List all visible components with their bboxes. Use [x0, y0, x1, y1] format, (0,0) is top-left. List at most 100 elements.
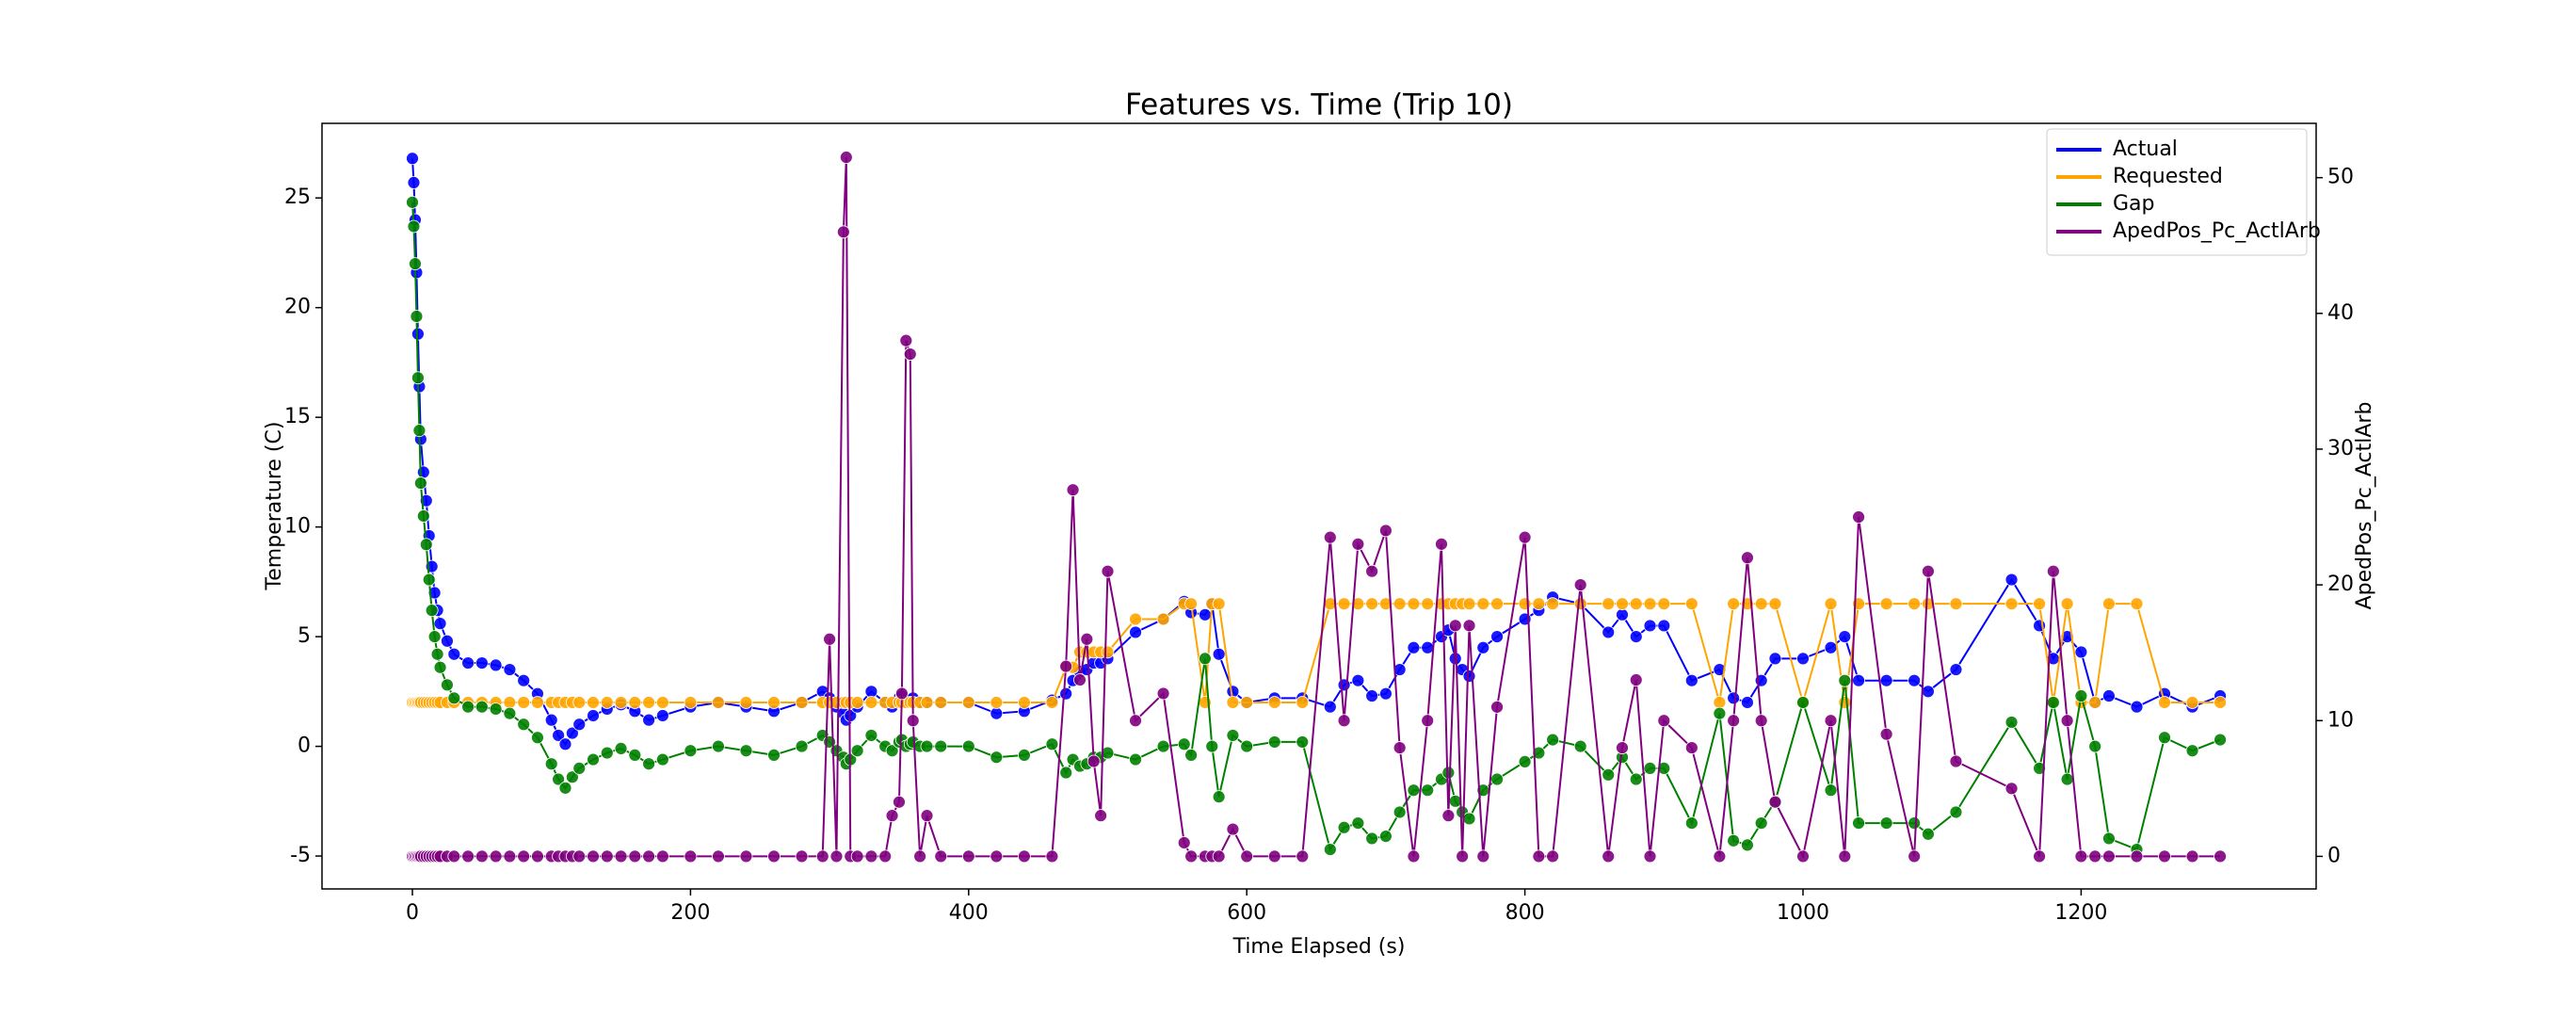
data-point	[1094, 809, 1108, 823]
data-point	[961, 696, 975, 709]
data-point	[412, 424, 427, 438]
data-point	[407, 219, 421, 234]
data-point	[864, 696, 878, 709]
data-point	[1629, 597, 1643, 611]
chart-title: Features vs. Time (Trip 10)	[1125, 89, 1513, 122]
data-point	[441, 634, 454, 648]
data-point	[739, 849, 753, 864]
data-point	[422, 573, 436, 587]
data-point	[572, 696, 587, 709]
data-point	[1129, 714, 1142, 728]
data-point	[990, 706, 1004, 720]
y-axis-label: Temperature (C)	[263, 422, 286, 591]
y2-tick-label: 50	[2327, 166, 2354, 189]
data-point	[1212, 849, 1226, 864]
data-point	[1184, 597, 1199, 611]
data-point	[1824, 714, 1838, 728]
data-point	[1879, 673, 1893, 687]
data-point	[1908, 816, 1922, 831]
y2-tick-label: 10	[2327, 708, 2354, 732]
data-point	[712, 739, 725, 753]
data-point	[864, 849, 878, 864]
data-point	[1351, 673, 1365, 687]
data-point	[2102, 597, 2116, 611]
data-point	[2102, 849, 2116, 864]
data-point	[934, 739, 948, 753]
data-point	[1713, 663, 1727, 676]
data-point	[411, 371, 425, 385]
data-point	[1657, 761, 1671, 775]
data-point	[1421, 597, 1435, 611]
data-point	[2088, 849, 2102, 864]
data-point	[1017, 849, 1031, 864]
data-point	[441, 678, 454, 692]
data-point	[433, 617, 447, 631]
data-point	[712, 696, 725, 709]
data-point	[1059, 766, 1073, 780]
data-point	[920, 809, 934, 823]
data-point	[406, 152, 419, 166]
data-point	[2130, 700, 2144, 714]
data-point	[1226, 822, 1240, 836]
data-point	[517, 696, 531, 709]
x-tick-label: 600	[1227, 901, 1266, 925]
data-point	[1337, 820, 1351, 834]
data-point	[413, 476, 427, 490]
data-point	[1378, 524, 1393, 538]
data-point	[1713, 849, 1727, 864]
data-point	[1573, 739, 1587, 753]
data-point	[1741, 551, 1754, 565]
data-point	[1441, 809, 1456, 823]
data-point	[1462, 812, 1476, 826]
data-point	[1101, 564, 1115, 578]
data-point	[2088, 739, 2102, 753]
data-point	[2004, 716, 2019, 729]
data-point	[1768, 597, 1782, 611]
data-point	[1824, 597, 1838, 611]
data-point	[410, 310, 424, 323]
data-point	[836, 225, 850, 239]
data-point	[767, 696, 781, 709]
data-point	[1532, 597, 1546, 611]
data-point	[2004, 573, 2019, 587]
data-point	[1448, 619, 1462, 633]
data-point	[1629, 673, 1643, 686]
data-point	[475, 700, 489, 714]
data-point	[489, 849, 503, 864]
data-point	[2158, 696, 2171, 709]
data-point	[447, 691, 461, 705]
data-point	[1393, 805, 1407, 819]
data-point	[1546, 597, 1560, 611]
data-point	[628, 696, 642, 709]
data-point	[2004, 597, 2019, 611]
data-point	[1129, 612, 1142, 626]
data-point	[1879, 816, 1893, 831]
data-point	[1852, 673, 1865, 687]
data-point	[850, 744, 864, 758]
data-point	[1490, 700, 1504, 714]
data-point	[795, 739, 809, 753]
data-point	[739, 696, 753, 709]
data-point	[461, 700, 475, 714]
data-point	[2102, 831, 2116, 846]
x-tick-label: 0	[406, 901, 419, 925]
data-point	[1337, 678, 1351, 692]
data-point	[2185, 696, 2199, 709]
data-point	[1476, 640, 1490, 654]
data-point	[1518, 754, 1532, 768]
data-point	[1240, 696, 1254, 709]
legend-label: ApedPos_Pc_ActlArb	[2113, 219, 2321, 243]
data-point	[934, 849, 948, 864]
y-tick-label: 20	[284, 296, 311, 319]
data-point	[1573, 578, 1587, 592]
data-point	[1177, 737, 1191, 751]
data-point	[1573, 597, 1587, 611]
data-point	[2074, 849, 2088, 864]
y-tick-label: -5	[290, 844, 311, 867]
y2-tick-label: 30	[2327, 437, 2354, 460]
data-point	[1796, 849, 1810, 864]
data-point	[1768, 795, 1782, 809]
data-point	[1198, 652, 1212, 666]
data-point	[1684, 816, 1699, 831]
data-point	[1226, 729, 1240, 742]
